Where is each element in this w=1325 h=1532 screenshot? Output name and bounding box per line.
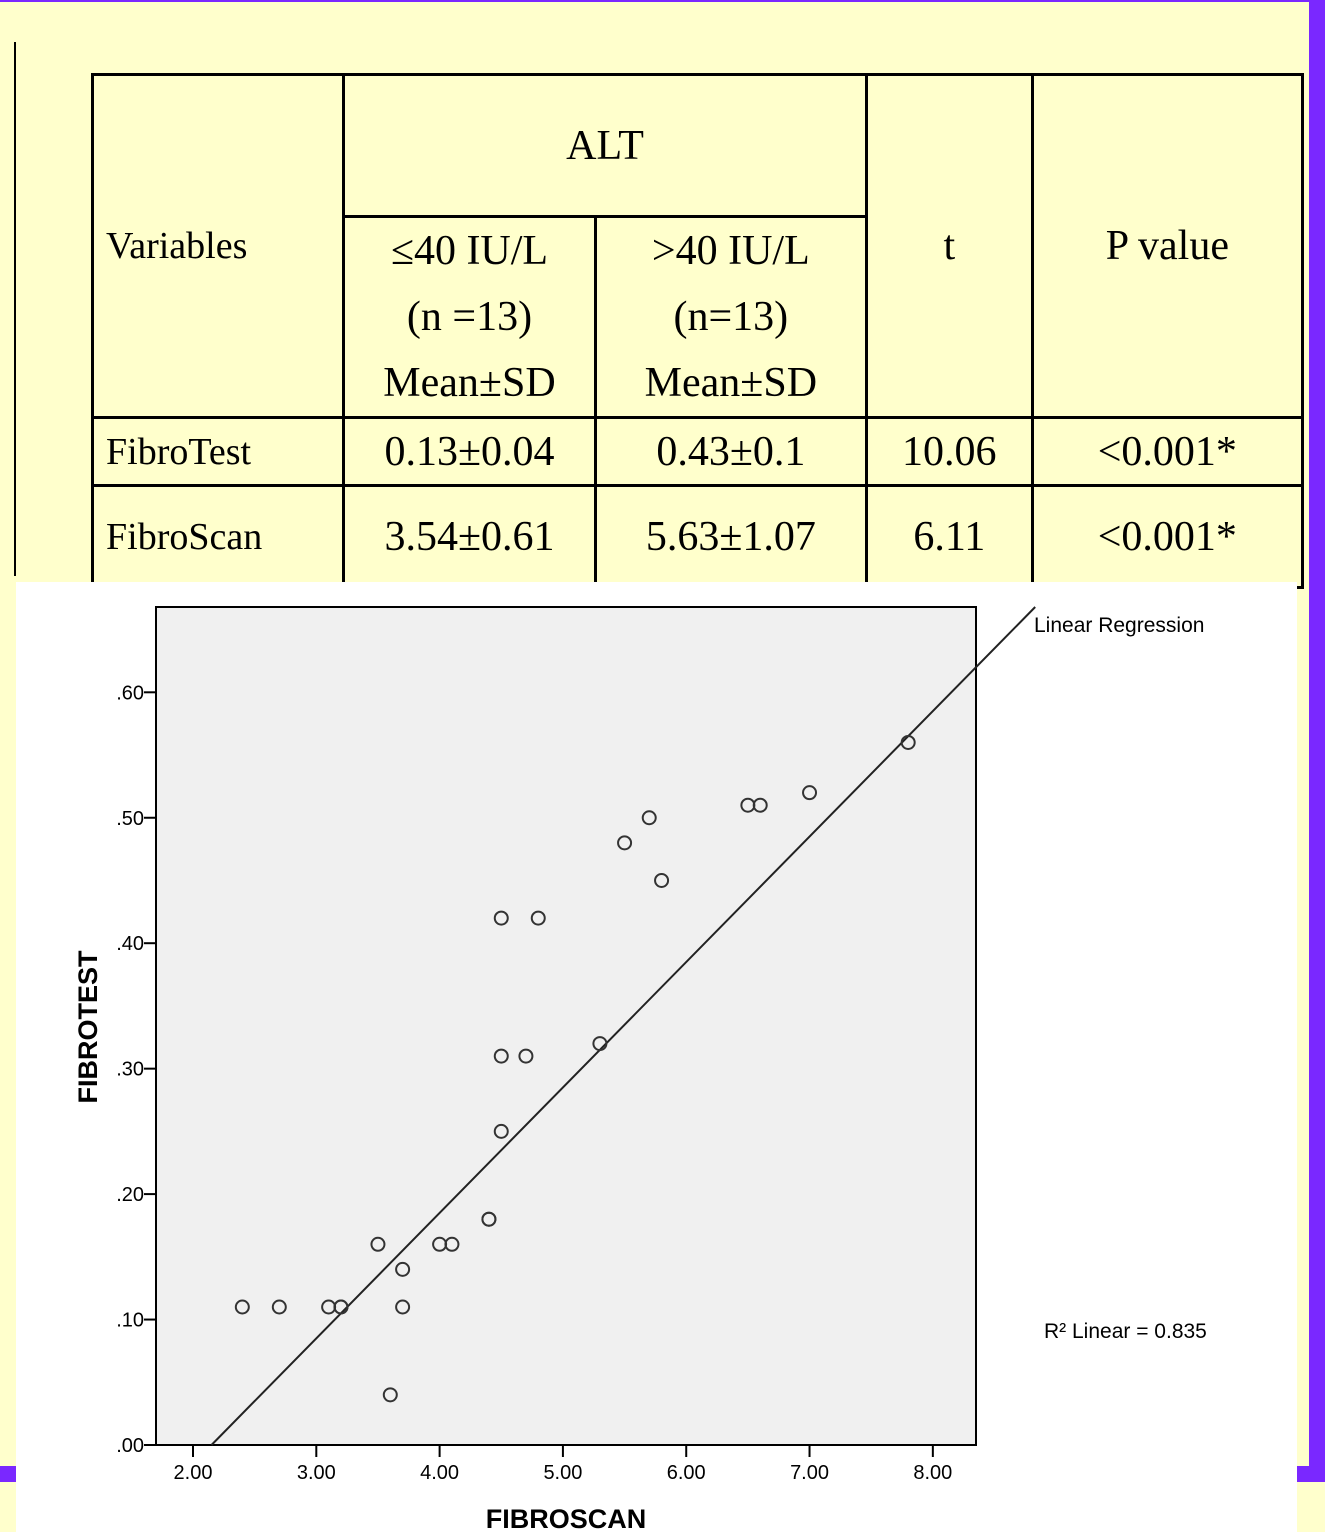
low-alt-group-header: ≤40 IU/L (n =13) Mean±SD [342,215,597,419]
x-axis-ticks: 2.00 3.00 4.00 5.00 6.00 7.00 8.00 [174,1445,952,1484]
high-alt-group-header: >40 IU/L (n=13) Mean±SD [593,215,868,419]
data-points [234,734,916,1403]
p-value-header: P value [1030,73,1305,419]
data-point [518,1048,534,1064]
data-point [382,1387,398,1403]
data-point [333,1299,349,1315]
data-point [271,1299,287,1315]
r-squared-label: R² Linear = 0.835 [1044,1320,1207,1343]
y-tick-label: .60 [116,682,144,704]
row-t-value: 10.06 [864,416,1034,487]
x-tick-label: 5.00 [543,1462,582,1484]
data-point [654,872,670,888]
t-header: t [864,73,1034,419]
y-tick-label: .20 [116,1184,144,1206]
row-high-value: 0.43±0.1 [593,416,868,487]
regression-line [210,606,1036,1446]
data-point [493,1048,509,1064]
variables-header: Variables [90,73,346,419]
data-point [493,910,509,926]
x-tick-label: 2.00 [174,1462,213,1484]
slide-top-border [0,0,1325,2]
plot-area [155,606,977,1446]
data-point [641,810,657,826]
x-tick-label: 6.00 [667,1462,706,1484]
data-point [493,1123,509,1139]
data-point [900,734,916,750]
row-low-value: 3.54±0.61 [342,484,597,589]
alt-header: ALT [342,73,868,218]
table-row: FibroTest 0.13±0.04 0.43±0.1 10.06 <0.00… [90,416,1305,487]
left-frame-line [0,42,16,576]
row-p-value: <0.001* [1030,416,1305,487]
data-point [802,785,818,801]
row-low-value: 0.13±0.04 [342,416,597,487]
legend-title: Linear Regression [1034,614,1204,637]
y-axis-label: FIBROTEST [73,950,103,1104]
data-point [444,1236,460,1252]
slide-right-border [1309,0,1325,1482]
data-point [617,835,633,851]
data-point [370,1236,386,1252]
data-point [395,1299,411,1315]
row-variable: FibroTest [90,416,346,487]
x-axis-label: FIBROSCAN [486,1504,647,1532]
data-point [395,1261,411,1277]
alt-comparison-table: Variables ALT t P value ≤40 IU/L (n =13)… [90,73,1305,589]
row-high-value: 5.63±1.07 [593,484,868,589]
x-tick-label: 8.00 [913,1462,952,1484]
row-t-value: 6.11 [864,484,1034,589]
data-point [592,1036,608,1052]
y-axis-ticks: .00 .10 .20 .30 .40 .50 .60 [116,682,156,1457]
x-tick-label: 3.00 [297,1462,336,1484]
y-tick-label: .50 [116,808,144,830]
data-point [530,910,546,926]
y-tick-label: .00 [116,1435,144,1457]
slide-bottom-border-right [1297,1466,1325,1482]
y-tick-label: .30 [116,1059,144,1081]
row-variable: FibroScan [90,484,346,589]
y-tick-label: .10 [116,1310,144,1332]
data-point [234,1299,250,1315]
table-row: FibroScan 3.54±0.61 5.63±1.07 6.11 <0.00… [90,484,1305,589]
row-p-value: <0.001* [1030,484,1305,589]
data-point [481,1211,497,1227]
y-tick-label: .40 [116,933,144,955]
slide-bottom-border-left [0,1466,16,1482]
x-tick-label: 4.00 [420,1462,459,1484]
x-tick-label: 7.00 [790,1462,829,1484]
data-point [752,797,768,813]
